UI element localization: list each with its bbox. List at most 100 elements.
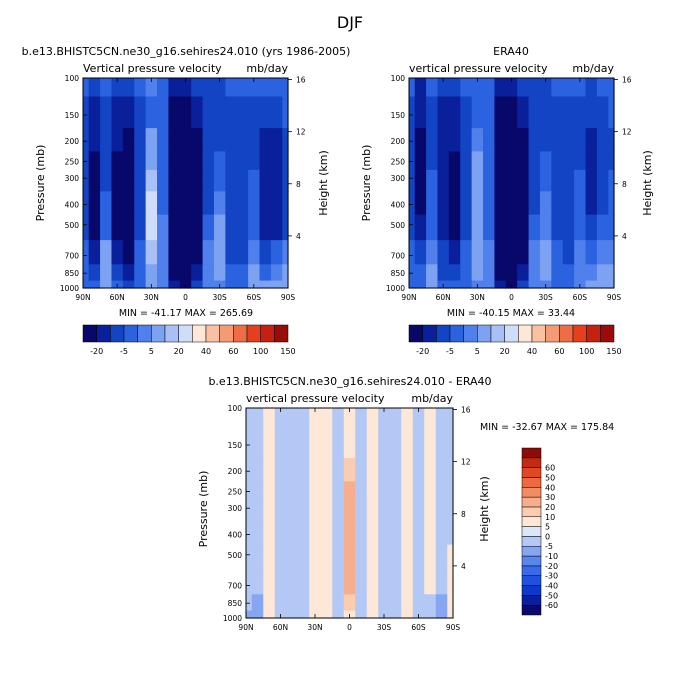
field-cell	[437, 264, 450, 282]
field-cell	[343, 408, 356, 428]
colorbar-box	[422, 324, 437, 343]
x-tick-label: 30S	[213, 293, 228, 302]
panel-difference-min-max: MIN = -32.67 MAX = 175.84	[480, 422, 614, 433]
colorbar-box	[164, 324, 179, 343]
panel-model-plot: 90N 60N 30N 0 30S 60S 90S 100 150 200 250 300 400 500…	[60, 74, 306, 302]
field-cell	[426, 96, 439, 129]
field-cell	[437, 96, 450, 129]
field-cell	[274, 481, 287, 501]
field-cell	[202, 151, 215, 171]
field-cell	[248, 169, 261, 192]
panel-era40-ylabel: Pressure (mb)	[360, 145, 373, 222]
field-cell	[494, 280, 507, 289]
field-cell	[246, 499, 253, 522]
field-cell	[460, 96, 473, 129]
field-cell	[460, 169, 473, 192]
field-cell	[100, 280, 113, 289]
y2-tick-label: 16	[296, 76, 306, 85]
field-cell	[460, 151, 473, 171]
field-cell	[88, 151, 101, 171]
field-cell	[309, 521, 322, 546]
field-cell	[320, 499, 333, 522]
field-cell	[246, 408, 253, 428]
field-cell	[517, 96, 530, 129]
field-cell	[320, 426, 333, 459]
field-cell	[378, 426, 391, 459]
field-cell	[574, 264, 587, 282]
field-cell	[389, 481, 402, 501]
field-cell	[286, 521, 299, 546]
field-cell	[437, 240, 450, 265]
colorbar-box	[82, 324, 97, 343]
field-cell	[263, 499, 276, 522]
y-tick-label: 500	[391, 221, 406, 230]
colorbar-label: 20	[174, 347, 184, 356]
field-cell	[251, 458, 264, 482]
x-tick-label: 90N	[238, 623, 253, 632]
panel-era40-units: mb/day	[572, 62, 614, 75]
colorbar-label: 20	[500, 347, 510, 356]
field-cell	[608, 128, 615, 152]
field-cell	[448, 280, 461, 289]
y2-tick-label: 4	[622, 232, 627, 241]
field-cell	[236, 280, 249, 289]
y-tick-label: 500	[65, 221, 80, 230]
y-tick-label: 300	[228, 504, 243, 513]
field-cell	[366, 521, 379, 546]
field-cell	[528, 169, 541, 192]
field-cell	[251, 499, 264, 522]
field-cell	[378, 458, 391, 482]
field-cell	[191, 280, 204, 289]
colorbar-label: 10	[545, 513, 555, 522]
field-cell	[297, 594, 310, 612]
field-cell	[505, 151, 518, 171]
field-cell	[401, 570, 414, 595]
field-cell	[274, 426, 287, 459]
field-cell	[246, 426, 253, 459]
field-cell	[270, 240, 283, 265]
y-tick-label: 500	[228, 551, 243, 560]
field-cell	[389, 408, 402, 428]
y2-tick-label: 4	[296, 232, 301, 241]
field-cell	[191, 240, 204, 265]
colorbar-label: 5	[149, 347, 154, 356]
field-cell	[551, 151, 564, 171]
field-cell	[145, 78, 158, 98]
field-cell	[248, 264, 261, 282]
y-tick-label: 100	[228, 404, 243, 413]
field-cell	[236, 169, 249, 192]
field-cell	[248, 240, 261, 265]
field-cell	[574, 169, 587, 192]
field-cell	[355, 499, 368, 522]
field-cell	[111, 96, 124, 129]
x-tick-label: 30S	[539, 293, 554, 302]
colorbar-label: 5	[475, 347, 480, 356]
field-cell	[213, 78, 226, 98]
x-tick-label: 90S	[607, 293, 622, 302]
field-cell	[505, 128, 518, 152]
field-cell	[259, 214, 272, 241]
field-cell	[401, 481, 414, 501]
field-cell	[225, 264, 238, 282]
field-cell	[246, 570, 253, 595]
field-cell	[83, 214, 90, 241]
field-cell	[157, 128, 170, 152]
field-cell	[494, 264, 507, 282]
colorbar-label: -40	[545, 582, 558, 591]
panel-model-colorbar: -20 -5 5 20 40 60 100 150	[82, 324, 296, 356]
field-cell	[202, 128, 215, 152]
field-cell	[213, 240, 226, 265]
field-cell	[551, 191, 564, 216]
colorbar-box	[436, 324, 451, 343]
field-cell	[424, 544, 437, 571]
field-cell	[539, 264, 552, 282]
field-cell	[297, 544, 310, 571]
field-cell	[366, 594, 379, 612]
colorbar-label: 5	[545, 523, 550, 532]
field-cell	[562, 169, 575, 192]
field-cell	[225, 214, 238, 241]
field-cell	[409, 191, 416, 216]
x-tick-label: 60S	[573, 293, 588, 302]
field-cell	[122, 191, 135, 216]
field-cell	[213, 169, 226, 192]
